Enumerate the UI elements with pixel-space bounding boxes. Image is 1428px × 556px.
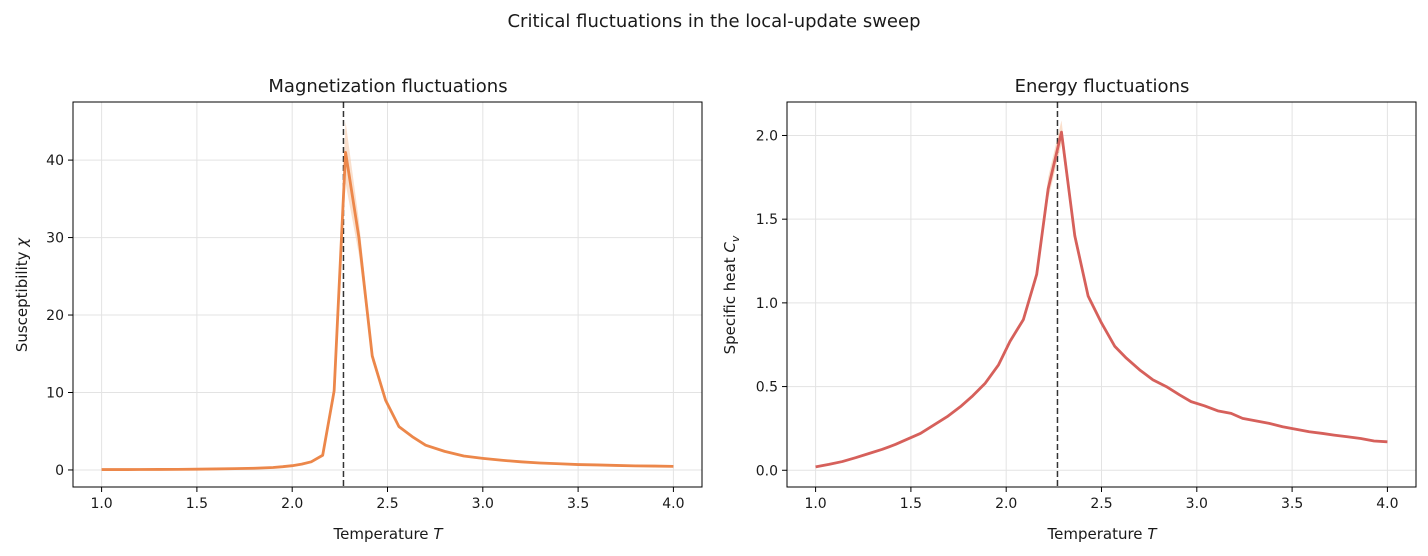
specific-heat-chart: Energy fluctuations Temperature T Specif… (721, 76, 1417, 543)
susceptibility-xtick-label: 3.0 (472, 496, 494, 512)
specific-heat-ytick-label: 0.0 (756, 463, 778, 479)
susceptibility-ytick-label: 30 (46, 231, 64, 247)
specific-heat-xtick-label: 1.0 (804, 496, 826, 512)
figure-suptitle: Critical fluctuations in the local-updat… (507, 11, 920, 32)
susceptibility-ytick-label: 10 (46, 385, 64, 401)
susceptibility-ytick-label: 40 (46, 153, 64, 169)
susceptibility-xtick-label: 1.0 (90, 496, 112, 512)
specific-heat-xtick-label: 2.5 (1090, 496, 1112, 512)
specific-heat-xtick-label: 1.5 (900, 496, 922, 512)
specific-heat-ytick-label: 2.0 (756, 128, 778, 144)
specific-heat-series-line (815, 130, 1388, 469)
susceptibility-chart-title: Magnetization fluctuations (268, 76, 507, 97)
susceptibility-chart: Magnetization fluctuations Temperature T… (13, 76, 703, 543)
specific-heat-x-axis-label: Temperature T (1047, 525, 1159, 543)
susceptibility-xtick-label: 1.5 (186, 496, 208, 512)
susceptibility-xtick-label: 3.5 (567, 496, 589, 512)
susceptibility-ytick-label: 20 (46, 308, 64, 324)
susceptibility-x-axis-label: Temperature T (333, 525, 445, 543)
specific-heat-xtick-label: 3.5 (1281, 496, 1303, 512)
susceptibility-xtick-label: 2.5 (376, 496, 398, 512)
susceptibility-xtick-label: 2.0 (281, 496, 303, 512)
specific-heat-chart-title: Energy fluctuations (1015, 76, 1190, 97)
specific-heat-ytick-label: 0.5 (756, 380, 778, 396)
susceptibility-y-axis-label: Susceptibility χ (13, 237, 31, 352)
specific-heat-xtick-label: 2.0 (995, 496, 1017, 512)
specific-heat-ytick-label: 1.5 (756, 212, 778, 228)
susceptibility-xtick-label: 4.0 (662, 496, 684, 512)
specific-heat-ytick-label: 1.0 (756, 296, 778, 312)
susceptibility-series-line (101, 150, 674, 471)
specific-heat-y-axis-label: Specific heat Cv (721, 235, 742, 354)
susceptibility-ytick-label: 0 (55, 463, 64, 479)
specific-heat-xtick-label: 3.0 (1186, 496, 1208, 512)
specific-heat-xtick-label: 4.0 (1376, 496, 1398, 512)
